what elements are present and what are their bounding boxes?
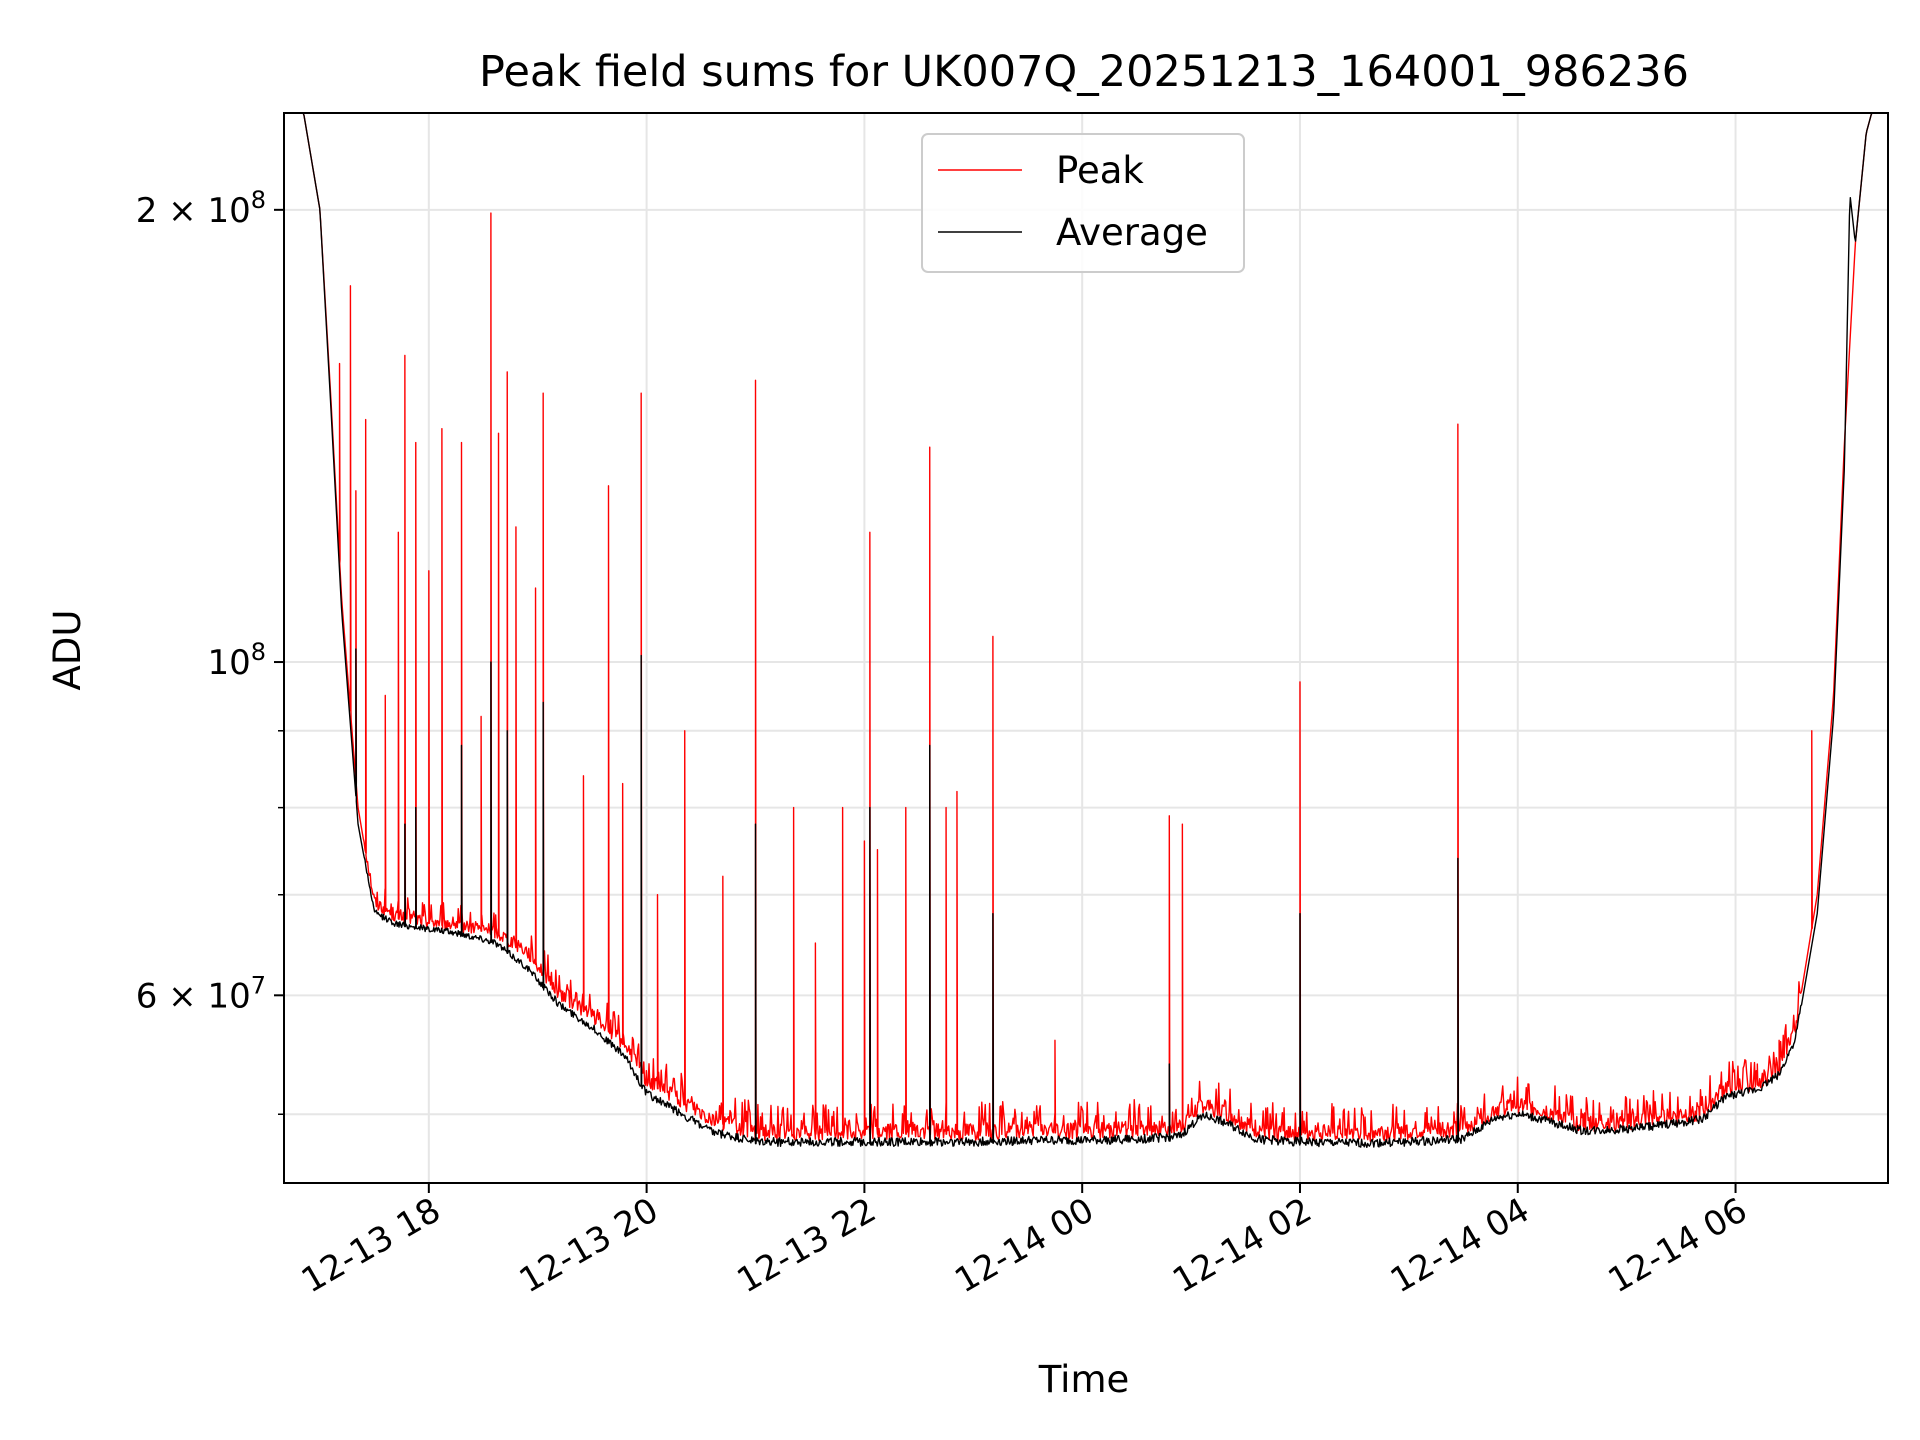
legend-average-label: Average — [1056, 211, 1208, 254]
plot-frame — [283, 112, 1889, 1184]
legend: Peak Average — [921, 133, 1245, 273]
series-line-average — [284, 113, 1888, 1149]
legend-peak-label: Peak — [1056, 149, 1144, 192]
y-axis-label: ADU — [46, 610, 89, 691]
y-tick-label: 6 × 107 — [136, 971, 266, 1016]
series-layer — [284, 113, 1888, 1149]
legend-box — [921, 133, 1245, 273]
x-axis-label: Time — [1038, 1358, 1130, 1401]
series-line-peak — [284, 113, 1888, 1142]
chart-title: Peak field sums for UK007Q_20251213_1640… — [479, 47, 1689, 97]
y-tick-label: 2 × 108 — [136, 186, 266, 231]
